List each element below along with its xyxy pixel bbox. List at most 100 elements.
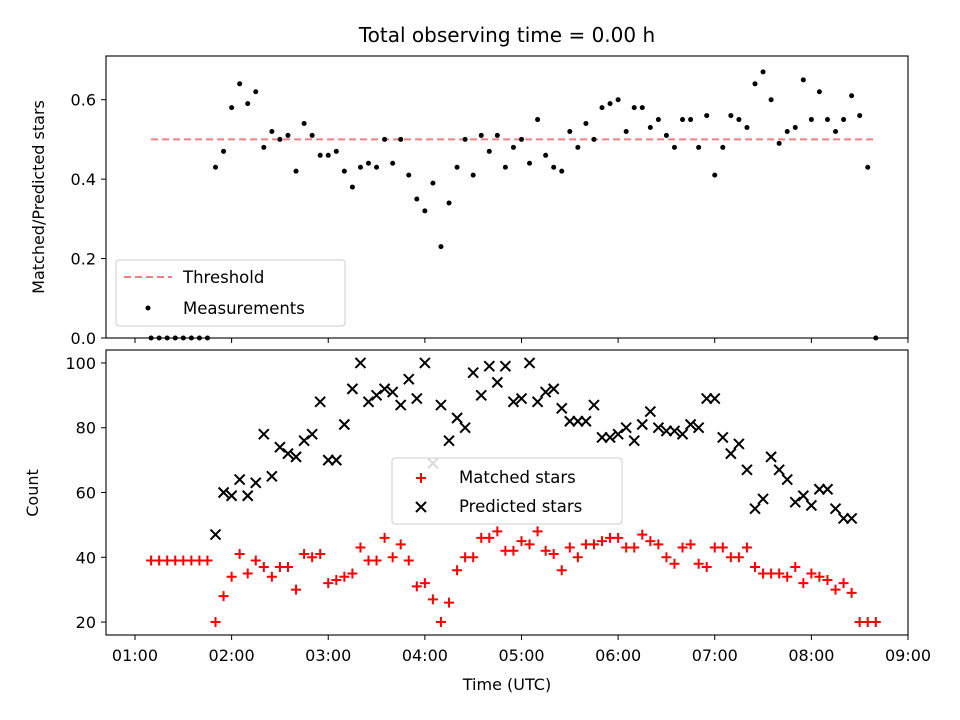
measurement-point — [551, 164, 557, 170]
predicted-star-point — [515, 392, 528, 405]
measurement-point — [454, 164, 460, 170]
count-x-tick-label: 07:00 — [692, 646, 738, 665]
ratio-y-tick-label: 0.6 — [71, 91, 96, 110]
measurement-point — [583, 121, 589, 127]
measurement-point — [663, 132, 669, 138]
predicted-star-point — [298, 434, 310, 447]
matched-star-point — [750, 561, 761, 572]
matched-star-point — [218, 591, 229, 602]
matched-star-point — [371, 555, 382, 566]
predicted-star-point — [829, 502, 842, 515]
measurement-point — [704, 113, 710, 119]
predicted-star-point — [717, 431, 729, 444]
predicted-star-point — [531, 396, 544, 408]
matched-star-point — [830, 584, 841, 595]
measurement-point — [293, 168, 299, 174]
matched-star-point — [629, 542, 640, 553]
measurements-legend-swatch — [145, 305, 151, 311]
predicted-star-point — [757, 493, 769, 505]
count-x-tick-label: 04:00 — [402, 646, 448, 665]
measurement-point — [261, 144, 267, 150]
predicted-star-point — [821, 483, 834, 495]
count-x-tick-label: 08:00 — [788, 646, 834, 665]
measurement-point — [309, 132, 315, 138]
matched-star-point — [806, 568, 817, 579]
measurement-point — [462, 136, 468, 142]
matched-star-point — [411, 581, 422, 592]
count-marks — [146, 357, 881, 628]
measurement-point — [269, 128, 275, 134]
predicted-star-point — [499, 360, 512, 372]
measurement-point — [816, 89, 822, 95]
matched-star-point — [435, 617, 446, 628]
matched-star-point — [588, 539, 599, 550]
measurement-point — [349, 184, 355, 190]
measurement-point — [559, 168, 565, 174]
matched-star-point — [532, 526, 543, 537]
predicted-star-point — [547, 383, 560, 395]
measurement-point — [671, 144, 677, 150]
matched-star-point — [339, 571, 350, 582]
matched-legend-label: Matched stars — [459, 468, 576, 487]
matched-star-point — [492, 526, 503, 537]
matched-star-point — [403, 555, 414, 566]
predicted-star-point — [652, 422, 665, 434]
predicted-star-point — [258, 428, 270, 440]
ratio-x-ticks — [134, 338, 909, 343]
matched-star-point — [452, 565, 463, 576]
measurement-point — [543, 152, 549, 158]
measurement-point — [857, 113, 863, 119]
measurement-point — [615, 97, 621, 103]
predicted-star-point — [233, 473, 246, 486]
measurement-point — [446, 200, 452, 206]
predicted-star-point — [845, 512, 858, 525]
measurement-point — [849, 93, 855, 99]
matched-star-point — [444, 597, 455, 608]
measurement-point — [357, 164, 363, 170]
matched-star-point — [323, 578, 334, 589]
predicted-legend-label: Predicted stars — [459, 497, 582, 516]
measurement-point — [865, 164, 871, 170]
predicted-star-point — [209, 528, 222, 541]
matched-star-point — [395, 539, 406, 550]
predicted-star-point — [805, 499, 818, 512]
predicted-star-point — [354, 357, 367, 369]
measurement-point — [696, 144, 702, 150]
predicted-star-point — [338, 418, 351, 431]
count-x-ticks: 01:00 02:00 03:00 04:00 05:00 06:00 07:00 08:00… — [112, 635, 931, 665]
matched-star-point — [733, 552, 744, 563]
predicted-star-point — [419, 357, 431, 369]
measurement-point — [382, 136, 388, 142]
predicted-star-point — [378, 383, 391, 395]
ratio-marks — [148, 69, 879, 341]
matched-star-point — [717, 542, 728, 553]
measurement-point — [438, 244, 444, 250]
matched-star-point — [597, 536, 608, 547]
predicted-star-point — [491, 376, 504, 389]
predicted-star-point — [370, 389, 383, 402]
matched-star-point — [427, 594, 438, 605]
measurement-point — [478, 132, 484, 138]
matched-star-point — [315, 549, 326, 560]
measurement-point — [253, 89, 259, 95]
predicted-star-point — [346, 383, 359, 395]
matched-star-point — [524, 539, 535, 550]
predicted-star-point — [242, 490, 254, 502]
matched-star-point — [419, 578, 430, 589]
count-panel: 20 40 60 80 100 01:00 02:00 03:00 04:00 05:00 06:… — [23, 349, 931, 694]
predicted-star-point — [266, 470, 278, 483]
measurement-point — [470, 172, 476, 178]
count-y-tick-label: 100 — [65, 354, 96, 373]
predicted-star-point — [475, 389, 487, 402]
measurement-point — [833, 128, 839, 134]
matched-star-point — [870, 617, 881, 628]
measurement-point — [752, 81, 758, 87]
predicted-star-point — [274, 441, 286, 453]
matched-star-point — [387, 552, 398, 563]
count-y-ticks: 20 40 60 80 100 — [65, 354, 106, 632]
measurement-point — [390, 160, 396, 166]
matched-star-point — [355, 542, 366, 553]
matched-star-point — [790, 561, 801, 572]
matched-star-point — [782, 571, 793, 582]
matched-star-point — [741, 542, 752, 553]
